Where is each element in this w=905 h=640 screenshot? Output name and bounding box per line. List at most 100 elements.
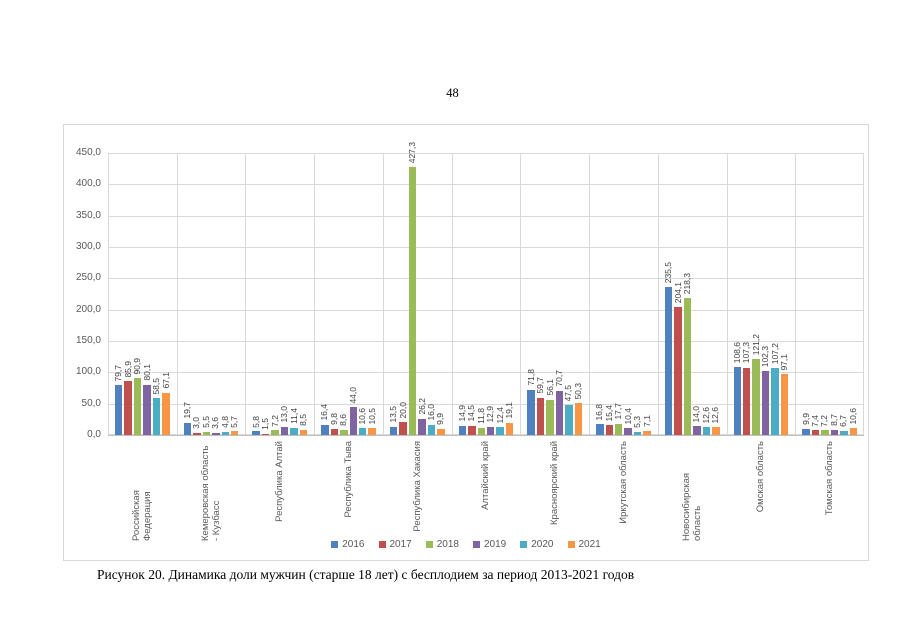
legend-label: 2020 <box>531 539 554 550</box>
bar-value-label: 7,2 <box>819 414 830 427</box>
legend-label: 2019 <box>484 539 507 550</box>
bar-value-label: 10,6 <box>357 407 368 425</box>
x-axis-category-label: Новосибирская область <box>658 441 727 543</box>
bar-2019 <box>418 418 426 435</box>
category-label-text: Российская Федерация <box>131 490 154 541</box>
bar-2020 <box>496 427 504 435</box>
bar-value-label: 14,0 <box>691 405 702 423</box>
category-label-text: Кемеровская область - Кузбасс <box>200 445 223 542</box>
bar-2017 <box>811 430 820 435</box>
bar-value-label: 218,3 <box>681 272 692 295</box>
gridline <box>245 153 247 435</box>
x-axis-category-label: Российская Федерация <box>108 441 177 543</box>
bar-value-label: 50,3 <box>572 382 583 400</box>
bar-2021 <box>437 428 445 435</box>
bar-2017 <box>674 307 682 435</box>
bar-2019 <box>624 428 632 435</box>
bar-value-label: 16,4 <box>319 404 330 421</box>
bar-2016 <box>596 424 604 435</box>
page-number: 48 <box>446 86 459 100</box>
chart-legend: 2016 2017 2018 2019 2020 2021 <box>64 539 868 550</box>
bar-2018 <box>477 427 485 435</box>
bar-2021 <box>712 427 720 435</box>
bar-value-label: 12,9 <box>485 406 496 423</box>
gridline <box>108 341 864 342</box>
gridline <box>108 403 864 405</box>
y-axis-tick-label: 150,0 <box>75 335 101 346</box>
legend-item-2019: 2019 <box>473 539 506 550</box>
bar-2016 <box>183 422 192 435</box>
bar-2020 <box>152 398 161 435</box>
y-axis-tick-label: 0,0 <box>87 429 101 440</box>
bar-value-label: 3,0 <box>191 417 202 430</box>
y-axis-tick-label: 350,0 <box>75 209 101 221</box>
category-label-text: Алтайский край <box>480 441 492 510</box>
y-axis-tick-label: 400,0 <box>75 178 101 190</box>
plot-border <box>108 153 864 435</box>
bar-2016 <box>115 385 123 435</box>
x-axis-category-label: Омская область <box>727 441 796 543</box>
bar-value-label: 12,6 <box>710 406 721 424</box>
x-axis-category-label: Республика Тыва <box>314 441 383 543</box>
bar-2018 <box>821 430 829 435</box>
bar-value-label: 3,6 <box>210 416 221 429</box>
y-axis-tick-label: 450,0 <box>75 147 101 158</box>
bar-value-label: 26,2 <box>416 398 427 415</box>
legend-item-2017: 2017 <box>378 539 412 550</box>
category-label-text: Республика Хакасия <box>411 441 423 532</box>
bar-2019 <box>761 370 770 435</box>
bar-2018 <box>752 359 760 435</box>
bar-value-label: 427,3 <box>407 141 418 164</box>
x-axis-category-label: Республика Хакасия <box>383 441 452 543</box>
bar-2020 <box>427 424 436 435</box>
legend-label: 2018 <box>436 539 459 550</box>
bar-value-label: 8,5 <box>297 413 308 426</box>
x-axis-category-label: Республика Алтай <box>245 441 314 543</box>
legend-swatch-icon <box>520 541 528 548</box>
legend-swatch-icon <box>567 541 575 548</box>
bar-value-label: 90,9 <box>132 357 143 375</box>
bar-value-label: 44,0 <box>347 386 358 404</box>
bar-2018 <box>683 298 692 435</box>
bar-2018 <box>133 378 142 435</box>
bar-2018 <box>546 399 554 435</box>
bar-2020 <box>290 427 298 435</box>
bar-2019 <box>280 426 289 435</box>
bar-2020 <box>359 428 367 435</box>
bar-2016 <box>733 366 741 435</box>
bar-2019 <box>693 426 701 435</box>
bar-value-label: 19,1 <box>504 402 515 420</box>
legend-item-2020: 2020 <box>520 539 554 550</box>
bar-value-label: 235,5 <box>663 262 674 284</box>
gridline <box>382 153 384 435</box>
gridline <box>108 215 864 217</box>
bar-2016 <box>802 428 810 435</box>
x-axis-category-label: Красноярский край <box>520 441 589 543</box>
legend-swatch-icon <box>331 541 339 548</box>
bar-2018 <box>408 167 417 435</box>
figure-caption: Рисунок 20. Динамика доли мужчин (старше… <box>97 567 635 582</box>
bar-2017 <box>605 425 613 435</box>
bar-value-label: 102,3 <box>760 345 771 367</box>
bar-value-label: 9,9 <box>435 412 446 425</box>
legend-swatch-icon <box>473 541 480 548</box>
bar-2016 <box>664 287 673 435</box>
gridline <box>795 153 797 435</box>
gridline <box>108 309 864 311</box>
bar-value-label: 204,1 <box>672 281 683 304</box>
gridline <box>108 372 864 374</box>
gridline <box>726 153 728 435</box>
gridline <box>108 184 864 186</box>
bar-value-label: 11,4 <box>288 407 299 424</box>
legend-item-2021: 2021 <box>567 539 601 550</box>
bar-value-label: 13,0 <box>279 406 290 423</box>
legend-item-2016: 2016 <box>331 539 365 550</box>
legend-label: 2021 <box>578 539 601 550</box>
bar-value-label: 8,6 <box>338 413 349 426</box>
bar-2017 <box>743 367 751 435</box>
bar-2016 <box>458 425 467 435</box>
category-label-text: Омская область <box>755 441 767 513</box>
bar-2021 <box>231 431 239 435</box>
category-label-text: Красноярский край <box>549 441 561 525</box>
y-axis-tick-label: 300,0 <box>75 241 101 252</box>
